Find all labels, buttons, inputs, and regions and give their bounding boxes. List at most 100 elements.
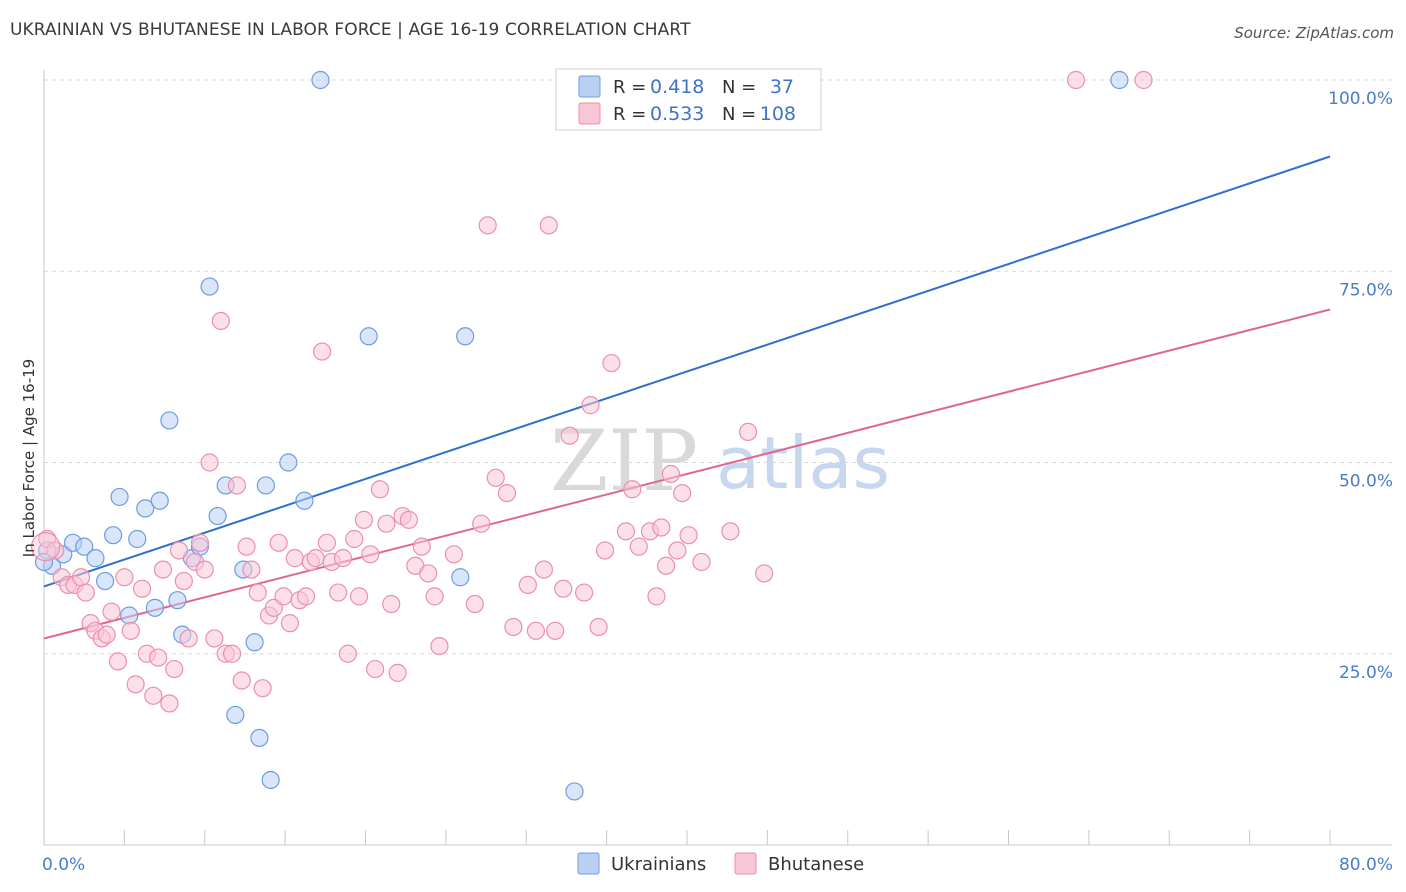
- ukrainians-point-13: [150, 491, 169, 510]
- bhutanese-point-18: [144, 686, 163, 705]
- bhutanese-point-104: [738, 422, 758, 441]
- bhu-r-label: R =: [613, 104, 646, 125]
- ukrainians-point-31: [359, 327, 378, 346]
- bhutanese-point-60: [366, 659, 385, 679]
- ukrainians-point-7: [104, 526, 123, 545]
- bhu-n-value: 108: [760, 103, 796, 125]
- bhutanese-point-72: [444, 545, 464, 564]
- ukrainians-point-9: [120, 606, 139, 625]
- ukrainians-point-28: [279, 453, 298, 472]
- ukrainians-point-24: [245, 633, 264, 652]
- ukrainians-point-35: [1110, 70, 1129, 90]
- bhutanese-point-37: [242, 560, 261, 579]
- x-tick-label-max: 80.0%: [1339, 855, 1393, 875]
- bhutanese-point-23: [169, 541, 189, 560]
- bhutanese-point-30: [205, 629, 224, 648]
- bhutanese-point-98: [661, 464, 681, 484]
- bhutanese-point-43: [274, 587, 293, 606]
- bhutanese-point-51: [317, 533, 337, 552]
- bhutanese-point-95: [647, 587, 666, 606]
- bhutanese-point-29: [200, 453, 219, 472]
- ukrainians-point-32: [456, 327, 475, 346]
- bhutanese-point-13: [115, 568, 134, 587]
- bhutanese-point-20: [153, 560, 173, 579]
- ukrainians-point-10: [128, 529, 147, 549]
- ukrainians-point-14: [160, 411, 179, 430]
- bhutanese-point-56: [345, 529, 364, 549]
- bhutanese-point-102: [692, 552, 711, 572]
- bhu-r-value: 0.533: [650, 103, 704, 125]
- bhutanese-point-22: [165, 659, 184, 679]
- y-tick-labels: 25.0% 50.0% 75.0% 100.0%: [1328, 89, 1393, 683]
- ukrainians-point-19: [200, 277, 219, 296]
- ukrainians-point-36: [34, 552, 54, 572]
- bhutanese-point-66: [399, 510, 419, 529]
- bhutanese-point-36: [237, 537, 256, 556]
- bhutanese-point-83: [546, 621, 565, 640]
- bhutanese-point-96: [652, 518, 671, 537]
- bhutanese-point-35: [232, 671, 251, 690]
- ukrainians-point-15: [168, 591, 187, 610]
- bhutanese-point-80: [526, 621, 545, 640]
- bhutanese-point-82: [539, 216, 558, 235]
- bhutanese-point-64: [388, 663, 407, 682]
- y-tick-label-50: 50.0%: [1339, 472, 1393, 492]
- stats-swatch-ukrainians: [578, 75, 601, 98]
- ukrainians-point-25: [250, 728, 269, 748]
- ukr-r-value: 0.418: [650, 76, 704, 98]
- chart-source: Source: ZipAtlas.com: [1234, 24, 1394, 42]
- series-legend: Ukrainians Bhutanese: [577, 852, 864, 875]
- bhutanese-point-28: [195, 560, 214, 579]
- bhutanese-point-16: [132, 579, 152, 598]
- bhutanese-point-89: [595, 541, 615, 560]
- bhutanese-point-12: [108, 652, 128, 671]
- bhutanese-point-14: [121, 621, 140, 640]
- ukrainians-point-11: [136, 499, 155, 518]
- bhutanese-point-24: [174, 571, 193, 591]
- legend-swatch-ukrainians: [577, 852, 600, 875]
- bhutanese-point-15: [126, 675, 145, 694]
- bhutanese-point-99: [668, 541, 687, 560]
- bhutanese-point-100: [673, 484, 692, 503]
- bhutanese-point-107: [1134, 70, 1153, 90]
- bhutanese-point-53: [329, 583, 348, 602]
- bhutanese-point-85: [560, 426, 579, 445]
- ukr-n-label: N =: [722, 77, 756, 98]
- bhutanese-point-cluster: [31, 532, 61, 562]
- bhutanese-point-93: [629, 537, 648, 556]
- ukrainians-point-26: [256, 476, 275, 495]
- legend-label-bhutanese: Bhutanese: [768, 854, 864, 875]
- bhutanese-point-77: [497, 484, 517, 503]
- ukrainians-point-12: [145, 598, 165, 617]
- bhutanese-point-38: [248, 583, 267, 602]
- bhutanese-point-57: [349, 587, 369, 606]
- bhutanese-point-27: [190, 533, 210, 552]
- ukrainians-point-34: [565, 782, 584, 801]
- bhutanese-point-76: [486, 468, 505, 487]
- bhutanese-point-44: [280, 614, 300, 633]
- bhutanese-points: [31, 70, 1153, 713]
- bhutanese-point-103: [721, 522, 740, 541]
- bhutanese-point-74: [472, 514, 491, 533]
- bhutanese-point-79: [518, 575, 537, 595]
- bhutanese-point-25: [179, 629, 198, 648]
- bhutanese-point-91: [616, 522, 636, 541]
- bhutanese-point-39: [253, 679, 272, 698]
- stats-swatch-bhutanese: [578, 102, 601, 125]
- bhutanese-point-75: [478, 216, 497, 235]
- bhutanese-point-33: [222, 644, 242, 663]
- bhutanese-point-97: [657, 556, 676, 575]
- bhutanese-point-101: [679, 526, 698, 545]
- bhutanese-point-61: [370, 480, 390, 499]
- bhutanese-point-59: [361, 545, 380, 564]
- bhutanese-point-34: [227, 476, 246, 495]
- trend-line-bhutanese: [43, 308, 1331, 640]
- bhutanese-point-45: [285, 549, 304, 568]
- ukrainians-point-27: [261, 770, 280, 790]
- bhutanese-point-106: [1066, 70, 1086, 90]
- bhutanese-point-50: [312, 342, 332, 361]
- bhutanese-point-19: [149, 648, 168, 667]
- ukrainians-point-29: [295, 491, 314, 510]
- bhutanese-point-105: [755, 564, 774, 583]
